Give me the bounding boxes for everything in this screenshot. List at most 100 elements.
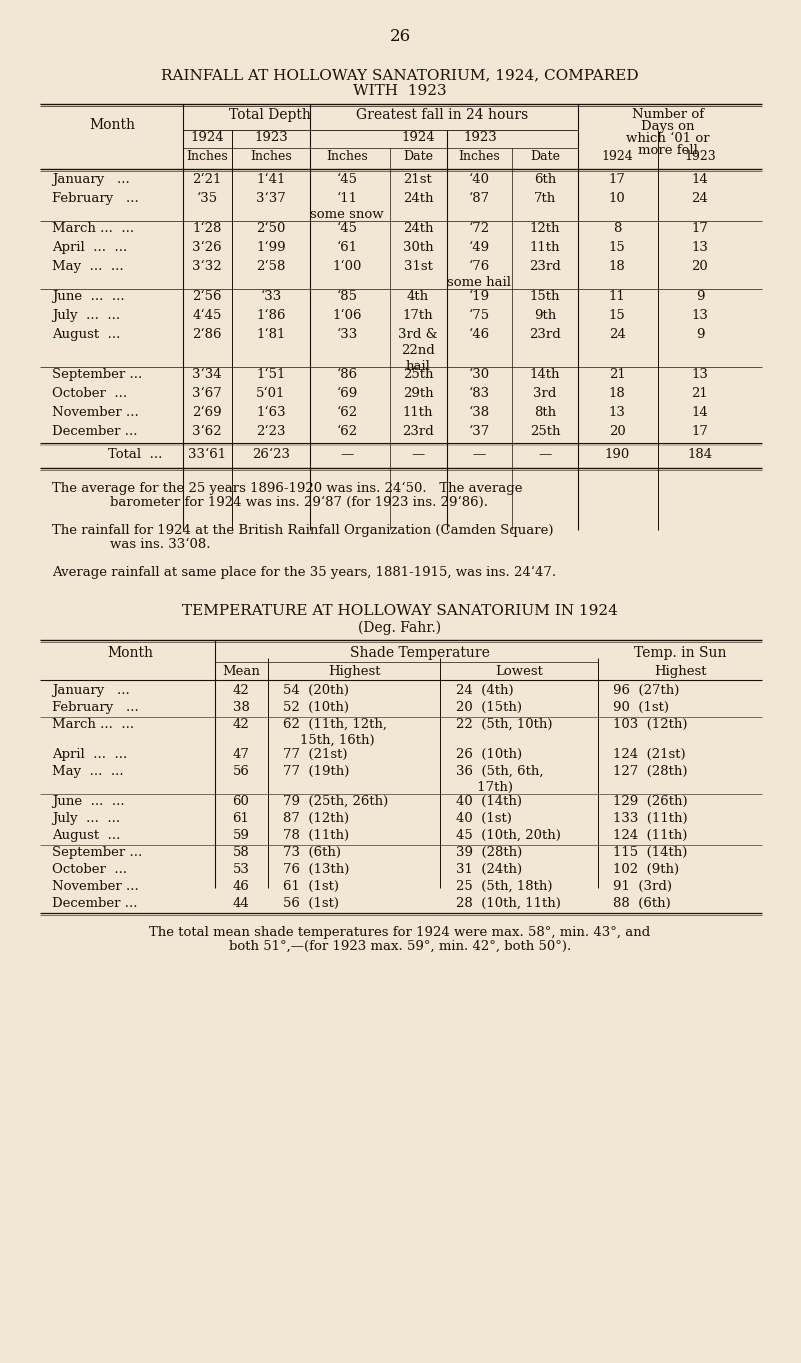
Text: Date: Date bbox=[403, 150, 433, 164]
Text: April  ...  ...: April ... ... bbox=[52, 748, 127, 761]
Text: barometer for 1924 was ins. 29‘87 (for 1923 ins. 29‘86).: barometer for 1924 was ins. 29‘87 (for 1… bbox=[110, 496, 488, 508]
Text: Inches: Inches bbox=[250, 150, 292, 164]
Text: 3‘62: 3‘62 bbox=[192, 425, 222, 438]
Text: 10: 10 bbox=[609, 192, 626, 204]
Text: 6th: 6th bbox=[534, 173, 556, 185]
Text: 31  (24th): 31 (24th) bbox=[456, 863, 522, 876]
Text: Highest: Highest bbox=[328, 665, 380, 677]
Text: 11th: 11th bbox=[403, 406, 433, 418]
Text: ‘85: ‘85 bbox=[336, 290, 357, 303]
Text: 61: 61 bbox=[232, 812, 249, 825]
Text: ‘62: ‘62 bbox=[336, 406, 357, 418]
Text: ‘72: ‘72 bbox=[469, 222, 489, 234]
Text: —: — bbox=[538, 448, 552, 461]
Text: was ins. 33‘08.: was ins. 33‘08. bbox=[110, 538, 211, 551]
Text: Inches: Inches bbox=[326, 150, 368, 164]
Text: 1‘99: 1‘99 bbox=[256, 241, 286, 254]
Text: 1‘41: 1‘41 bbox=[256, 173, 286, 185]
Text: 13: 13 bbox=[691, 309, 708, 322]
Text: ‘76
some hail: ‘76 some hail bbox=[447, 260, 511, 289]
Text: 2‘86: 2‘86 bbox=[192, 328, 222, 341]
Text: Greatest fall in 24 hours: Greatest fall in 24 hours bbox=[356, 108, 528, 123]
Text: 1924: 1924 bbox=[401, 131, 435, 144]
Text: 30th: 30th bbox=[403, 241, 433, 254]
Text: 87  (12th): 87 (12th) bbox=[283, 812, 349, 825]
Text: ‘33: ‘33 bbox=[336, 328, 357, 341]
Text: ‘35: ‘35 bbox=[196, 192, 218, 204]
Text: 13: 13 bbox=[691, 241, 708, 254]
Text: 77  (19th): 77 (19th) bbox=[283, 765, 349, 778]
Text: August  ...: August ... bbox=[52, 328, 120, 341]
Text: 79  (25th, 26th): 79 (25th, 26th) bbox=[283, 795, 388, 808]
Text: 17: 17 bbox=[691, 222, 708, 234]
Text: 2‘50: 2‘50 bbox=[256, 222, 286, 234]
Text: February   ...: February ... bbox=[52, 192, 139, 204]
Text: 61  (1st): 61 (1st) bbox=[283, 880, 339, 893]
Text: September ...: September ... bbox=[52, 368, 143, 382]
Text: 1‘81: 1‘81 bbox=[256, 328, 286, 341]
Text: 53: 53 bbox=[232, 863, 249, 876]
Text: August  ...: August ... bbox=[52, 829, 120, 842]
Text: 23rd: 23rd bbox=[402, 425, 434, 438]
Text: —: — bbox=[340, 448, 353, 461]
Text: 18: 18 bbox=[609, 260, 626, 273]
Text: 38: 38 bbox=[232, 701, 249, 714]
Text: 20: 20 bbox=[691, 260, 708, 273]
Text: The average for the 25 years 1896-1920 was ins. 24‘50.   The average: The average for the 25 years 1896-1920 w… bbox=[52, 483, 522, 495]
Text: more fell: more fell bbox=[638, 144, 698, 157]
Text: 1‘06: 1‘06 bbox=[332, 309, 362, 322]
Text: March ...  ...: March ... ... bbox=[52, 222, 134, 234]
Text: 184: 184 bbox=[687, 448, 713, 461]
Text: Month: Month bbox=[89, 119, 135, 132]
Text: 40  (14th): 40 (14th) bbox=[456, 795, 522, 808]
Text: 5‘01: 5‘01 bbox=[256, 387, 286, 399]
Text: ‘61: ‘61 bbox=[336, 241, 357, 254]
Text: ‘62: ‘62 bbox=[336, 425, 357, 438]
Text: Mean: Mean bbox=[222, 665, 260, 677]
Text: 77  (21st): 77 (21st) bbox=[283, 748, 348, 761]
Text: 56: 56 bbox=[232, 765, 249, 778]
Text: 47: 47 bbox=[232, 748, 249, 761]
Text: Average rainfall at same place for the 35 years, 1881-1915, was ins. 24‘47.: Average rainfall at same place for the 3… bbox=[52, 566, 556, 579]
Text: ‘19: ‘19 bbox=[469, 290, 489, 303]
Text: both 51°,—(for 1923 max. 59°, min. 42°, both 50°).: both 51°,—(for 1923 max. 59°, min. 42°, … bbox=[229, 940, 571, 953]
Text: 11: 11 bbox=[609, 290, 626, 303]
Text: Inches: Inches bbox=[186, 150, 227, 164]
Text: 1923: 1923 bbox=[254, 131, 288, 144]
Text: 58: 58 bbox=[232, 846, 249, 859]
Text: 23rd: 23rd bbox=[529, 260, 561, 273]
Text: ‘75: ‘75 bbox=[469, 309, 489, 322]
Text: 9th: 9th bbox=[534, 309, 556, 322]
Text: 17: 17 bbox=[609, 173, 626, 185]
Text: 25th: 25th bbox=[529, 425, 560, 438]
Text: Days on: Days on bbox=[642, 120, 694, 134]
Text: 91  (3rd): 91 (3rd) bbox=[613, 880, 672, 893]
Text: Date: Date bbox=[530, 150, 560, 164]
Text: December ...: December ... bbox=[52, 897, 138, 910]
Text: 11th: 11th bbox=[529, 241, 560, 254]
Text: 42: 42 bbox=[232, 718, 249, 731]
Text: 4‘45: 4‘45 bbox=[192, 309, 222, 322]
Text: 40  (1st): 40 (1st) bbox=[456, 812, 512, 825]
Text: 31st: 31st bbox=[404, 260, 433, 273]
Text: 1924: 1924 bbox=[190, 131, 223, 144]
Text: 8: 8 bbox=[613, 222, 622, 234]
Text: RAINFALL AT HOLLOWAY SANATORIUM, 1924, COMPARED: RAINFALL AT HOLLOWAY SANATORIUM, 1924, C… bbox=[161, 68, 639, 82]
Text: 25th: 25th bbox=[403, 368, 433, 382]
Text: 4th: 4th bbox=[407, 290, 429, 303]
Text: 28  (10th, 11th): 28 (10th, 11th) bbox=[456, 897, 561, 910]
Text: July  ...  ...: July ... ... bbox=[52, 812, 120, 825]
Text: 1‘00: 1‘00 bbox=[332, 260, 362, 273]
Text: 26  (10th): 26 (10th) bbox=[456, 748, 522, 761]
Text: 3rd &
22nd
hail: 3rd & 22nd hail bbox=[398, 328, 438, 373]
Text: 73  (6th): 73 (6th) bbox=[283, 846, 341, 859]
Text: 3‘34: 3‘34 bbox=[192, 368, 222, 382]
Text: ‘38: ‘38 bbox=[469, 406, 489, 418]
Text: September ...: September ... bbox=[52, 846, 143, 859]
Text: 60: 60 bbox=[232, 795, 249, 808]
Text: 1‘63: 1‘63 bbox=[256, 406, 286, 418]
Text: July  ...  ...: July ... ... bbox=[52, 309, 120, 322]
Text: March ...  ...: March ... ... bbox=[52, 718, 134, 731]
Text: 42: 42 bbox=[232, 684, 249, 696]
Text: ‘83: ‘83 bbox=[469, 387, 489, 399]
